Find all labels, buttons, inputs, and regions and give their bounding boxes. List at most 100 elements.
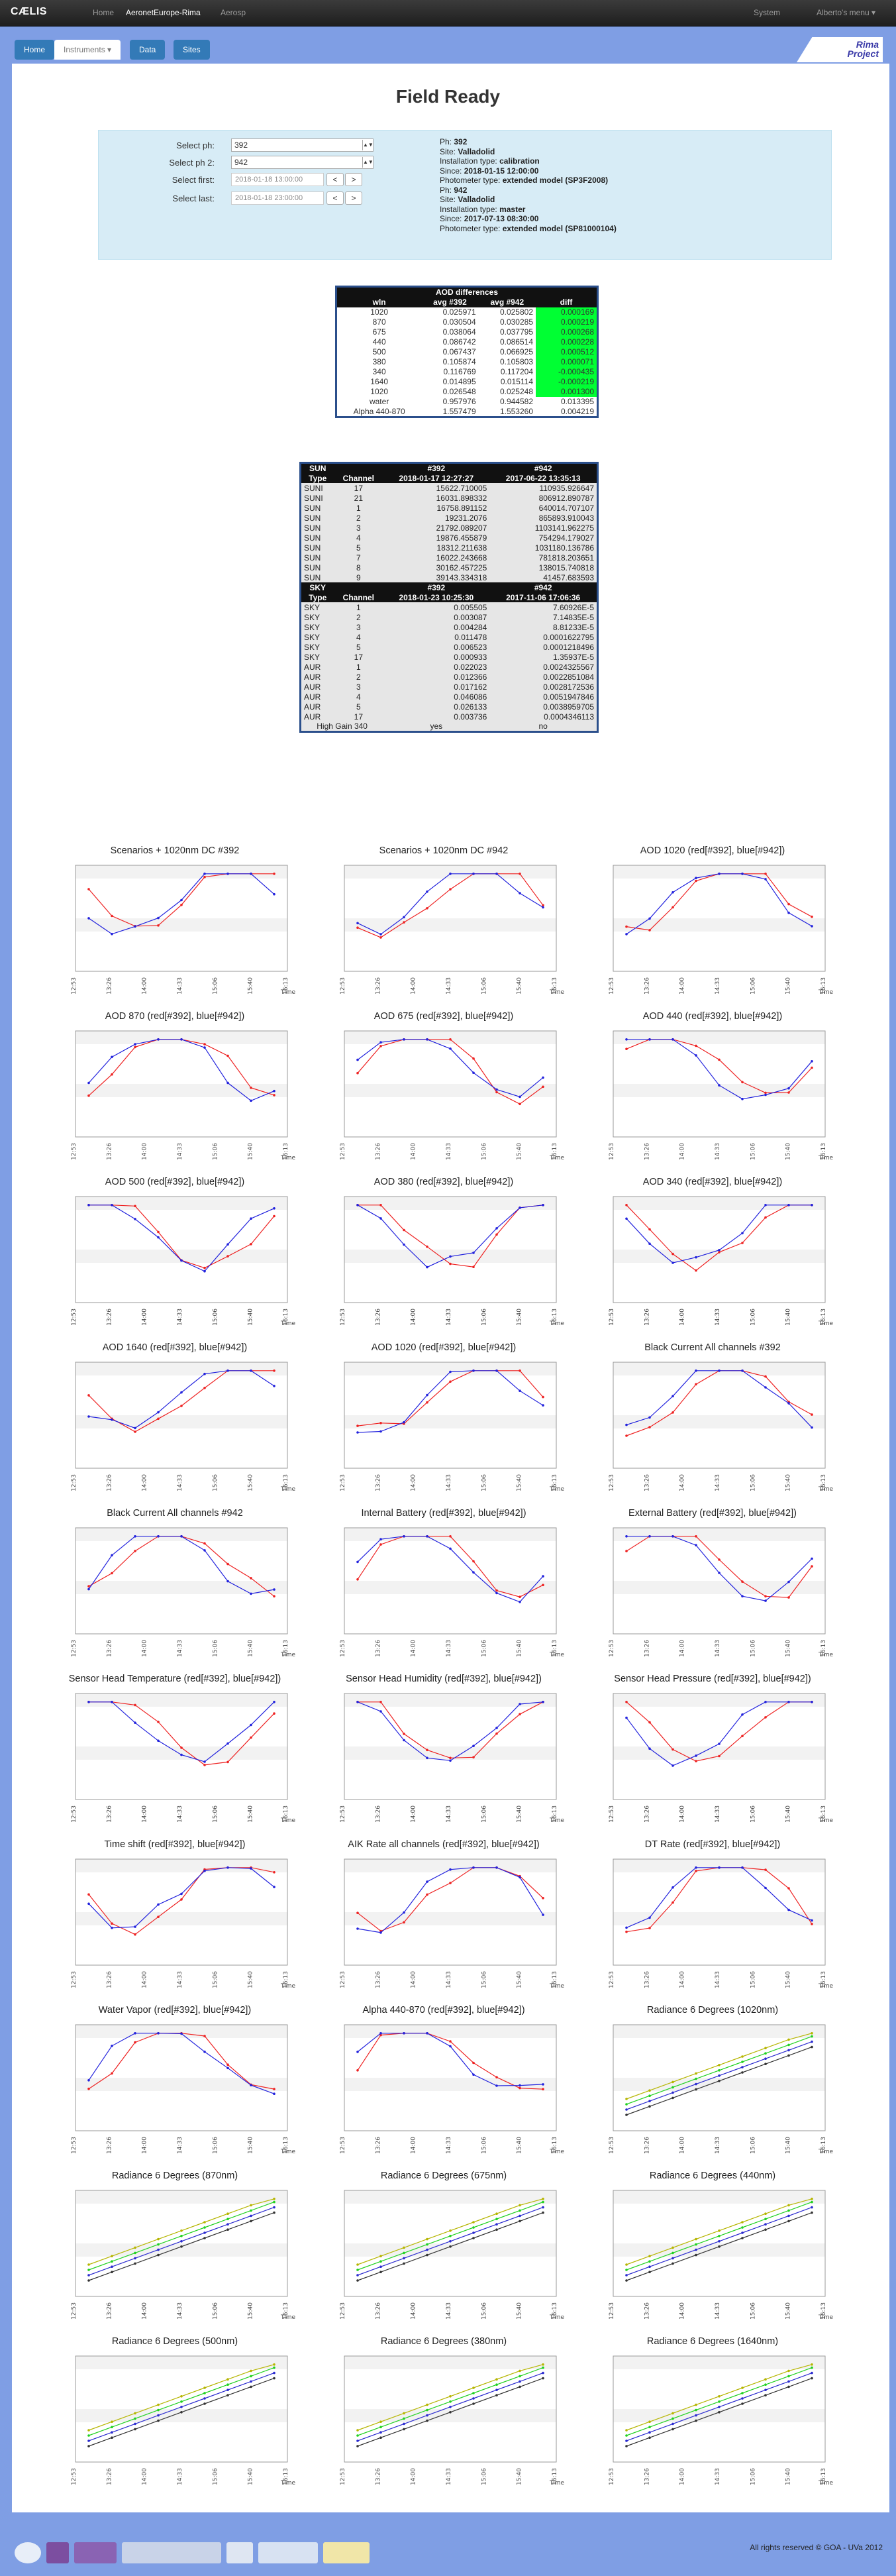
data-point xyxy=(542,2371,544,2375)
select-ph-label: Select ph: xyxy=(176,140,215,150)
data-point xyxy=(273,2092,275,2095)
grid-band xyxy=(75,2190,287,2204)
x-tick-label: 12:53 xyxy=(71,2468,77,2485)
x-tick-label: 15:06 xyxy=(212,1805,219,1823)
x-tick-label: 15:40 xyxy=(785,1309,792,1326)
first-prev-button[interactable]: < xyxy=(326,173,344,186)
last-prev-button[interactable]: < xyxy=(326,191,344,205)
select-ph[interactable]: 392 ▲▼ xyxy=(231,138,373,152)
table-cell: 0.022023 xyxy=(454,662,487,672)
table-cell: 3 xyxy=(356,523,361,533)
grid-band xyxy=(75,2217,287,2230)
table-cell: 7.60926E-5 xyxy=(552,602,594,612)
select-last-input[interactable]: 2018-01-18 23:00:00 xyxy=(231,191,324,205)
select-first-input[interactable]: 2018-01-18 13:00:00 xyxy=(231,173,324,186)
x-tick-label: 15:06 xyxy=(750,1143,756,1160)
data-point xyxy=(111,1572,113,1575)
data-point xyxy=(157,1739,160,1743)
tab-data[interactable]: Data xyxy=(130,40,166,60)
first-next-button[interactable]: > xyxy=(345,173,362,186)
chart: Radiance 6 Degrees (870nm) 12:53 13:26 14:0… xyxy=(49,2171,301,2330)
user-menu[interactable]: Alberto's menu ▾ xyxy=(817,8,876,17)
data-point xyxy=(695,2243,697,2246)
tab-sites[interactable]: Sites xyxy=(174,40,210,60)
grid-band xyxy=(613,1886,825,1899)
x-tick-label: 16:13 xyxy=(552,1309,558,1326)
data-point xyxy=(718,1249,721,1252)
table-row: SKY 3 0.004284 8.81233E-5 xyxy=(301,622,598,632)
x-tick-label: 13:26 xyxy=(375,1474,381,1491)
nav-link-aerosp[interactable]: Aerosp xyxy=(221,8,246,17)
data-point xyxy=(426,1880,428,1883)
table-row: 500 0.067437 0.066925 0.000512 xyxy=(336,347,598,357)
grid-band xyxy=(613,1442,825,1455)
data-point xyxy=(87,888,90,890)
select-ph2[interactable]: 942 ▲▼ xyxy=(231,156,373,169)
data-point xyxy=(542,2211,544,2214)
x-tick-label: 13:26 xyxy=(644,1474,650,1491)
data-point xyxy=(426,1245,428,1248)
x-tick-label: 12:53 xyxy=(609,1971,615,1988)
plot-frame xyxy=(613,865,826,972)
nav-link-aeroneteurope-rima[interactable]: AeronetEurope-Rima xyxy=(126,8,201,17)
x-tick-label: 15:40 xyxy=(248,1309,254,1326)
data-point xyxy=(134,1430,136,1433)
data-point xyxy=(180,904,183,906)
data-point xyxy=(648,2105,651,2108)
data-point xyxy=(542,1204,544,1207)
tab-home[interactable]: Home xyxy=(15,40,55,60)
x-tick-label: 14:33 xyxy=(446,977,452,994)
table-cell: 0.066925 xyxy=(499,347,534,356)
data-point xyxy=(811,2200,813,2204)
data-point xyxy=(695,1544,697,1546)
data-point xyxy=(180,2229,183,2232)
select-ph2-label: Select ph 2: xyxy=(169,158,215,168)
data-point xyxy=(203,1387,206,1389)
table-row: 340 0.116769 0.117204 -0.000435 xyxy=(336,366,598,377)
x-axis-label: Time xyxy=(818,1652,833,1658)
data-point xyxy=(811,2377,813,2380)
x-tick-label: 14:00 xyxy=(411,1971,417,1988)
chart: AOD 500 (red[#392], blue[#942]) 12:53 13:2… xyxy=(49,1177,301,1336)
last-next-button[interactable]: > xyxy=(345,191,362,205)
data-point xyxy=(764,2383,767,2386)
nav-link-system[interactable]: System xyxy=(754,8,781,17)
data-point xyxy=(542,1404,544,1407)
data-point xyxy=(787,1204,790,1207)
table-cell: -0.000435 xyxy=(536,366,598,377)
x-axis-label: Time xyxy=(818,2480,833,2487)
data-point xyxy=(180,1535,183,1538)
data-point xyxy=(134,2041,136,2044)
table-row: SKY 2 0.003087 7.14835E-5 xyxy=(301,612,598,622)
data-point xyxy=(811,1066,813,1069)
tab-instruments[interactable]: Instruments ▾ xyxy=(54,40,121,60)
data-point xyxy=(403,1038,405,1041)
x-tick-label: 16:13 xyxy=(283,1971,289,1988)
data-point xyxy=(180,1038,183,1041)
data-point xyxy=(87,2434,90,2437)
data-point xyxy=(87,2440,90,2442)
table-header xyxy=(334,462,383,473)
data-point xyxy=(648,1426,651,1428)
data-point xyxy=(741,1081,744,1084)
grid-band xyxy=(344,2243,556,2257)
x-tick-label: 15:06 xyxy=(481,1805,487,1823)
x-tick-label: 13:26 xyxy=(375,2137,381,2154)
data-point xyxy=(426,890,428,893)
data-point xyxy=(811,2040,813,2043)
table-cell: 0.006523 xyxy=(454,642,487,652)
x-tick-label: 14:00 xyxy=(679,2468,686,2485)
chart: Radiance 6 Degrees (500nm) 12:53 13:26 14:0… xyxy=(49,2336,301,2495)
data-point xyxy=(111,1927,113,1929)
x-tick-label: 15:06 xyxy=(750,1474,756,1491)
brand-logo[interactable]: CÆLIS xyxy=(11,6,47,17)
data-point xyxy=(811,2206,813,2209)
table-cell: 781818.203651 xyxy=(538,553,594,563)
x-tick-label: 16:13 xyxy=(552,1474,558,1491)
data-point xyxy=(787,1580,790,1583)
data-point xyxy=(449,2045,452,2048)
table-cell: 0.116769 xyxy=(443,367,476,376)
plot-frame xyxy=(75,1693,288,1800)
nav-link-home[interactable]: Home xyxy=(93,8,115,17)
